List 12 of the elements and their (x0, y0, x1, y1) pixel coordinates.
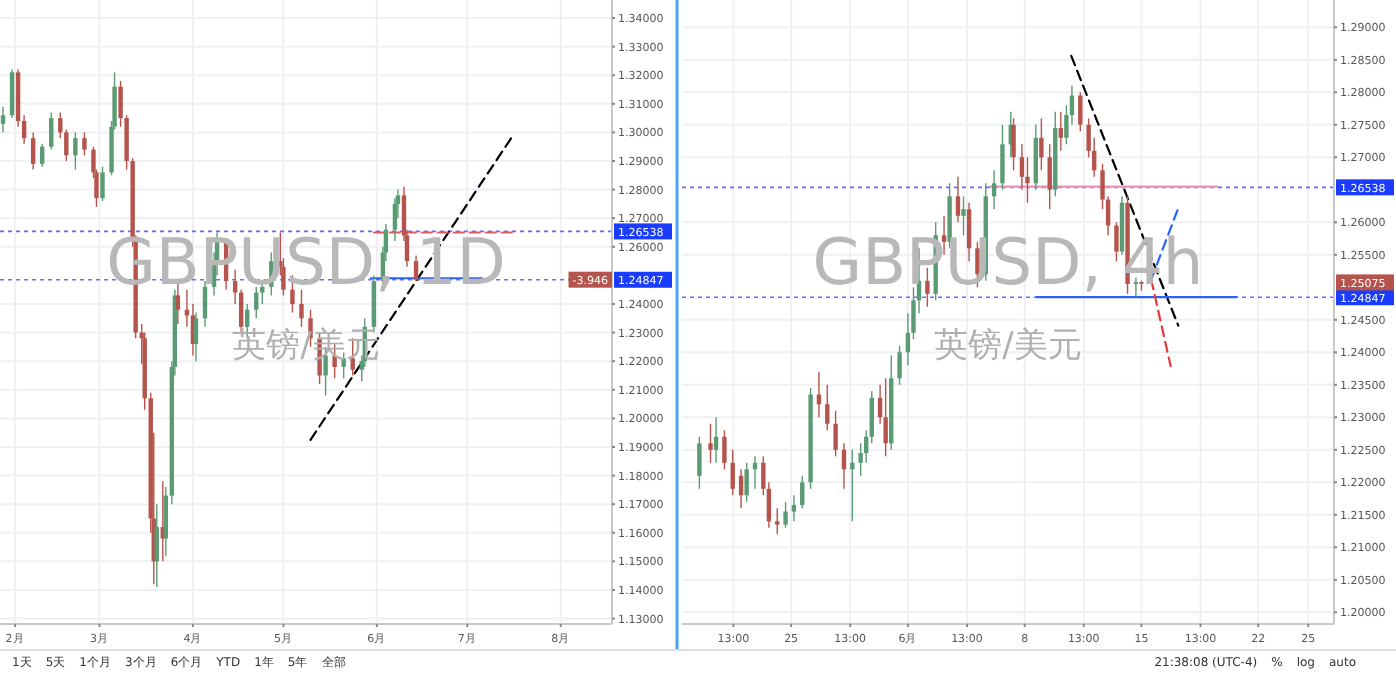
candlestick (341, 351, 346, 380)
candlestick (49, 111, 54, 151)
candlestick (299, 288, 304, 328)
candlestick (193, 311, 199, 362)
candlestick (9, 68, 15, 119)
candlestick (40, 143, 45, 168)
candlestick (30, 131, 36, 171)
text: 英镑/美元 (934, 326, 1082, 366)
candlestick (73, 131, 78, 171)
candlestick (100, 166, 105, 202)
candlestick (82, 131, 87, 156)
candlestick (0, 105, 6, 134)
